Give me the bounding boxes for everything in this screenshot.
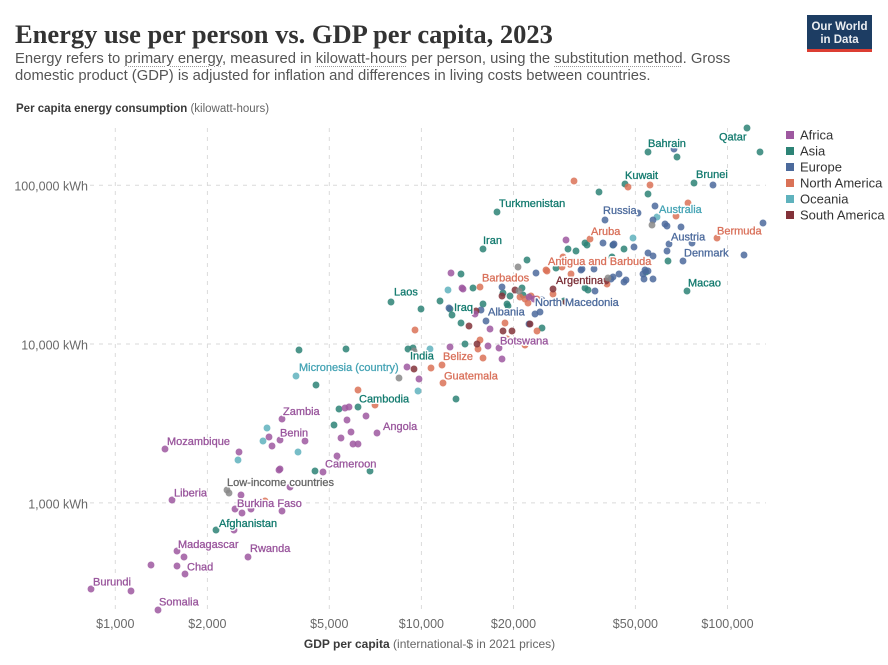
svg-text:Australia: Australia <box>659 204 703 216</box>
svg-text:Afghanistan: Afghanistan <box>219 518 277 530</box>
svg-text:Guatemala: Guatemala <box>444 371 499 383</box>
svg-text:Kuwait: Kuwait <box>625 170 658 182</box>
svg-text:$100,000: $100,000 <box>701 617 753 631</box>
svg-text:North Macedonia: North Macedonia <box>535 297 620 309</box>
svg-text:Rwanda: Rwanda <box>250 543 291 555</box>
svg-text:Russia: Russia <box>603 205 638 217</box>
svg-text:Bahrain: Bahrain <box>648 138 686 150</box>
svg-text:Cambodia: Cambodia <box>359 394 410 406</box>
svg-text:Burundi: Burundi <box>93 577 131 589</box>
svg-text:Aruba: Aruba <box>591 226 621 238</box>
svg-text:Denmark: Denmark <box>684 248 729 260</box>
svg-text:Aruba: Aruba <box>591 226 621 238</box>
svg-text:Benin: Benin <box>280 428 308 440</box>
svg-text:Qatar: Qatar <box>719 132 747 144</box>
svg-text:Macao: Macao <box>688 278 721 290</box>
svg-text:Antigua and Barbuda: Antigua and Barbuda <box>548 256 652 268</box>
svg-text:Low-income countries: Low-income countries <box>227 477 334 489</box>
svg-text:Australia: Australia <box>659 204 703 216</box>
svg-text:Europe: Europe <box>800 160 842 175</box>
svg-text:Benin: Benin <box>280 428 308 440</box>
svg-text:Micronesia (country): Micronesia (country) <box>299 362 399 374</box>
svg-text:Botswana: Botswana <box>500 336 549 348</box>
svg-text:$50,000: $50,000 <box>613 617 658 631</box>
svg-text:Austria: Austria <box>671 232 706 244</box>
svg-text:Asia: Asia <box>800 144 826 159</box>
svg-text:Burkina Faso: Burkina Faso <box>237 498 302 510</box>
svg-text:Angola: Angola <box>383 421 418 433</box>
svg-text:Somalia: Somalia <box>159 597 200 609</box>
svg-text:Rwanda: Rwanda <box>250 543 291 555</box>
svg-text:Cameroon: Cameroon <box>325 459 376 471</box>
svg-text:$20,000: $20,000 <box>491 617 536 631</box>
svg-text:$5,000: $5,000 <box>310 617 348 631</box>
svg-text:India: India <box>410 351 435 363</box>
svg-text:Argentina: Argentina <box>556 275 604 287</box>
svg-text:Zambia: Zambia <box>283 406 321 418</box>
svg-text:Macao: Macao <box>688 278 721 290</box>
svg-text:Turkmenistan: Turkmenistan <box>499 198 565 210</box>
svg-text:$10,000: $10,000 <box>399 617 444 631</box>
svg-text:North America: North America <box>800 176 883 191</box>
svg-text:Guatemala: Guatemala <box>444 371 499 383</box>
svg-text:Chad: Chad <box>187 562 213 574</box>
svg-text:India: India <box>410 351 435 363</box>
svg-text:Albania: Albania <box>488 307 526 319</box>
svg-text:Laos: Laos <box>394 287 418 299</box>
svg-text:Madagascar: Madagascar <box>178 539 239 551</box>
svg-text:Low-income countries: Low-income countries <box>227 477 334 489</box>
svg-text:Afghanistan: Afghanistan <box>219 518 277 530</box>
svg-text:Mozambique: Mozambique <box>167 436 230 448</box>
svg-text:$1,000: $1,000 <box>96 617 134 631</box>
svg-text:Brunei: Brunei <box>696 169 728 181</box>
svg-text:Barbados: Barbados <box>482 273 530 285</box>
svg-text:$2,000: $2,000 <box>188 617 226 631</box>
svg-text:South America: South America <box>800 208 885 223</box>
svg-text:Belize: Belize <box>443 351 473 363</box>
svg-text:Laos: Laos <box>394 287 418 299</box>
svg-text:Oceania: Oceania <box>800 192 849 207</box>
svg-text:Chad: Chad <box>187 562 213 574</box>
svg-text:Burkina Faso: Burkina Faso <box>237 498 302 510</box>
svg-text:Liberia: Liberia <box>174 488 208 500</box>
svg-text:Belize: Belize <box>443 351 473 363</box>
svg-text:Somalia: Somalia <box>159 597 200 609</box>
svg-text:Micronesia (country): Micronesia (country) <box>299 362 399 374</box>
svg-text:Iran: Iran <box>483 235 502 247</box>
svg-text:Antigua and Barbuda: Antigua and Barbuda <box>548 256 652 268</box>
svg-text:Austria: Austria <box>671 232 706 244</box>
svg-text:Cameroon: Cameroon <box>325 459 376 471</box>
svg-text:Bahrain: Bahrain <box>648 138 686 150</box>
svg-text:Brunei: Brunei <box>696 169 728 181</box>
svg-text:Mozambique: Mozambique <box>167 436 230 448</box>
svg-text:Africa: Africa <box>800 128 834 143</box>
svg-text:Bermuda: Bermuda <box>717 226 763 238</box>
svg-text:Russia: Russia <box>603 205 638 217</box>
svg-text:Madagascar: Madagascar <box>178 539 239 551</box>
svg-text:Argentina: Argentina <box>556 275 604 287</box>
svg-text:Liberia: Liberia <box>174 488 208 500</box>
svg-text:Bermuda: Bermuda <box>717 226 763 238</box>
svg-text:Albania: Albania <box>488 307 526 319</box>
svg-text:Botswana: Botswana <box>500 336 549 348</box>
svg-text:Angola: Angola <box>383 421 418 433</box>
svg-text:Iran: Iran <box>483 235 502 247</box>
svg-text:Cambodia: Cambodia <box>359 394 410 406</box>
svg-text:Barbados: Barbados <box>482 273 530 285</box>
svg-text:Iraq: Iraq <box>454 302 473 314</box>
svg-text:Zambia: Zambia <box>283 406 321 418</box>
svg-text:Denmark: Denmark <box>684 248 729 260</box>
svg-text:1,000 kWh: 1,000 kWh <box>28 497 88 511</box>
svg-text:Turkmenistan: Turkmenistan <box>499 198 565 210</box>
svg-text:Qatar: Qatar <box>719 132 747 144</box>
svg-text:10,000 kWh: 10,000 kWh <box>21 339 88 353</box>
svg-text:Kuwait: Kuwait <box>625 170 658 182</box>
svg-text:North Macedonia: North Macedonia <box>535 297 620 309</box>
svg-text:Burundi: Burundi <box>93 577 131 589</box>
svg-text:Iraq: Iraq <box>454 302 473 314</box>
svg-text:100,000 kWh: 100,000 kWh <box>14 180 88 194</box>
